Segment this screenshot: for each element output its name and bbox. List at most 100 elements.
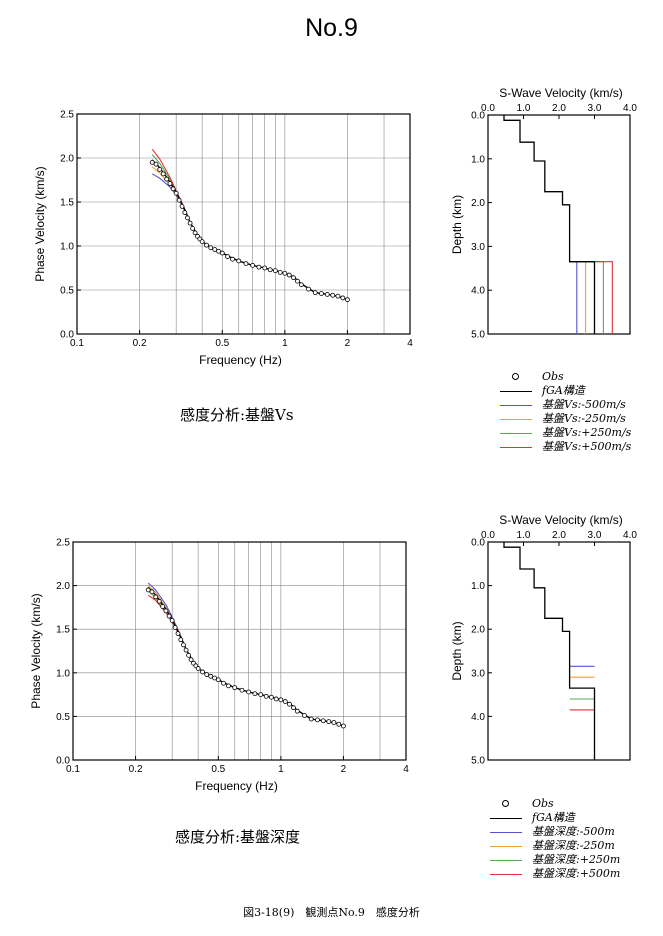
x-tick-label: 0.5 — [211, 764, 225, 775]
obs-point — [263, 693, 269, 699]
obs-point — [273, 696, 279, 702]
legend-swatch — [500, 447, 532, 448]
x-tick-label: 2.0 — [552, 530, 566, 541]
obs-point — [335, 293, 341, 299]
y-tick-label: 0.0 — [60, 330, 74, 341]
y-tick-label: 5.0 — [471, 756, 485, 767]
y-tick-label: 1.5 — [56, 625, 70, 636]
obs-point — [179, 203, 185, 209]
legend-item: 基盤Vs:-500m/s — [500, 398, 660, 412]
y-tick-label: 4.0 — [471, 712, 485, 723]
obs-point — [282, 699, 288, 704]
y-tick-label: 0.0 — [56, 756, 70, 767]
legend-swatch — [500, 391, 532, 392]
obs-point — [204, 242, 209, 248]
legend-label: fGA構造 — [542, 384, 585, 397]
caption-bottom: 感度分析:基盤深度 — [175, 828, 301, 846]
obs-point — [175, 631, 181, 636]
obs-point — [298, 282, 304, 288]
obs-point — [282, 270, 288, 276]
obs-point — [160, 604, 166, 609]
obs-point — [340, 295, 346, 301]
series-line — [151, 148, 348, 301]
obs-point — [176, 197, 182, 203]
series-line — [147, 594, 344, 727]
obs-point — [212, 675, 218, 681]
obs-point — [252, 691, 258, 697]
obs-point — [324, 291, 330, 297]
obs-point — [215, 677, 221, 683]
obs-point — [312, 290, 318, 296]
caption-top: 感度分析:基盤Vs — [180, 406, 294, 424]
obs-point — [186, 652, 192, 658]
y-tick-label: 1.5 — [60, 198, 74, 209]
x-tick-label: 3.0 — [588, 103, 602, 114]
obs-point — [164, 176, 170, 182]
x-tick-label: 3.0 — [588, 530, 602, 541]
obs-point — [200, 669, 205, 675]
obs-point — [345, 297, 350, 303]
y-tick-label: 2.0 — [60, 154, 74, 165]
y-tick-label: 1.0 — [471, 154, 485, 165]
prof_top-chart: 0.0 1.0 2.0 3.0 4.0 0.0 1.0 2.0 3.0 4.0 5.0 S-Wave … — [450, 86, 637, 341]
obs-point — [243, 261, 249, 267]
y-tick-label: 1.0 — [471, 581, 485, 592]
legend-swatch — [490, 832, 522, 833]
obs-point — [315, 717, 320, 723]
y-axis-label: Depth (km) — [450, 621, 464, 680]
obs-point — [246, 689, 252, 695]
y-tick-label: 0.5 — [60, 286, 74, 297]
legend-item: 基盤深度:+500m — [490, 867, 660, 881]
obs-point — [226, 683, 231, 689]
series-line — [569, 261, 613, 334]
x-tick-label: 1.0 — [517, 530, 531, 541]
plot-frame — [487, 541, 631, 761]
legend-item: 基盤深度:+250m — [490, 853, 660, 867]
legend-item: 基盤Vs:-250m/s — [500, 412, 660, 426]
series-line — [503, 115, 596, 334]
obs-point — [272, 268, 278, 274]
x-axis-label: Frequency (Hz) — [199, 353, 282, 367]
x-tick-label: 2 — [341, 764, 347, 775]
obs-point — [331, 720, 337, 725]
obs-point — [188, 657, 194, 663]
y-tick-label: 1.0 — [60, 242, 74, 253]
y-tick-label: 5.0 — [471, 330, 485, 341]
obs-point — [278, 697, 284, 703]
series-line — [569, 261, 604, 334]
obs-point — [306, 286, 311, 292]
obs-point — [182, 210, 188, 215]
obs-point — [169, 618, 175, 623]
obs-point — [330, 292, 336, 298]
obs-point — [208, 673, 214, 679]
y-tick-label: 3.0 — [471, 668, 485, 679]
obs-point — [341, 723, 346, 729]
x-tick-label: 0.5 — [215, 338, 229, 349]
legend-swatch — [500, 405, 532, 406]
legend-top: Obs fGA構造 基盤Vs:-500m/s 基盤Vs:-250m/s 基盤Vs:+25… — [500, 370, 660, 454]
series-line — [147, 590, 344, 727]
x-tick-label: 0.1 — [70, 338, 84, 349]
obs-point — [185, 215, 190, 221]
series-line — [151, 154, 348, 301]
legend-marker — [502, 800, 509, 807]
legend-swatch — [490, 846, 522, 847]
obs-point — [294, 708, 300, 714]
y-tick-label: 2.0 — [471, 198, 485, 209]
series-line — [569, 261, 578, 334]
x-axis-label: Frequency (Hz) — [195, 779, 278, 793]
series-line — [147, 586, 344, 727]
legend-item: 基盤Vs:+500m/s — [500, 440, 660, 454]
y-tick-label: 2.0 — [471, 625, 485, 636]
obs-point — [167, 181, 173, 186]
page-title: No.9 — [305, 14, 358, 42]
x-tick-label: 0.0 — [481, 103, 495, 114]
obs-point — [166, 613, 172, 619]
series-line — [503, 542, 596, 760]
y-tick-label: 1.0 — [56, 668, 70, 679]
obs-point — [178, 637, 184, 643]
legend-label: 基盤Vs:-250m/s — [542, 412, 626, 425]
x-tick-label: 2.0 — [552, 103, 566, 114]
legend-swatch — [500, 419, 532, 420]
